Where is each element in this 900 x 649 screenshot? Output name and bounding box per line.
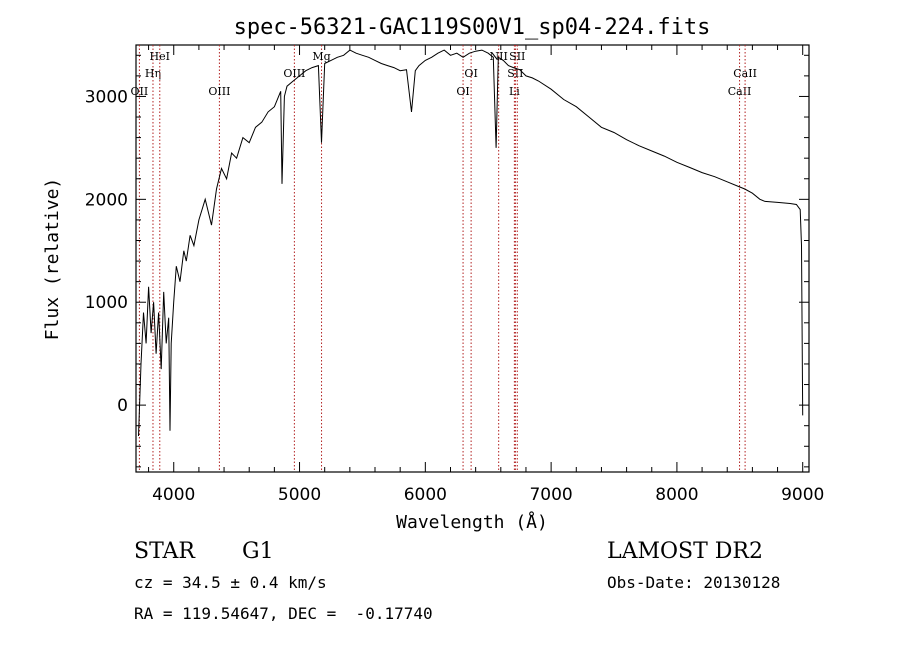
line-marker-label: OIII <box>208 85 230 98</box>
line-marker-label: NII <box>490 50 508 63</box>
y-tick-label: 3000 <box>85 87 128 107</box>
subclass-label: G1 <box>242 539 274 564</box>
obs-date-text: Obs-Date: 20130128 <box>607 573 781 592</box>
y-tick-label: 2000 <box>85 190 128 210</box>
line-marker-label: Hη <box>145 67 161 80</box>
line-marker-label: OI <box>456 85 469 98</box>
chart-title: spec-56321-GAC119S00V1_sp04-224.fits <box>234 15 711 40</box>
x-tick-label: 4000 <box>152 485 195 505</box>
class-label: STAR <box>134 539 195 564</box>
line-marker-label: CaII <box>733 67 757 80</box>
line-marker-label: OII <box>131 85 149 98</box>
y-axis-label: Flux (relative) <box>42 178 63 341</box>
line-marker-label: Li <box>509 85 520 98</box>
line-marker-label: OI <box>464 67 477 80</box>
line-marker-label: SII <box>509 50 525 63</box>
cz-text: cz = 34.5 ± 0.4 km/s <box>134 573 327 592</box>
radec-text: RA = 119.54647, DEC = -0.17740 <box>134 604 433 623</box>
y-tick-label: 0 <box>117 396 128 416</box>
x-axis-label: Wavelength (Å) <box>396 511 548 533</box>
line-marker-label: HeI <box>150 50 170 63</box>
x-tick-label: 5000 <box>278 485 321 505</box>
y-tick-label: 1000 <box>85 293 128 313</box>
x-tick-label: 7000 <box>529 485 572 505</box>
line-marker-label: SII <box>507 67 523 80</box>
survey-label: LAMOST DR2 <box>607 539 763 564</box>
line-marker-label: Mg <box>312 50 330 63</box>
spectrum-series-line <box>138 49 804 437</box>
line-marker-label: CaII <box>728 85 752 98</box>
x-tick-label: 6000 <box>404 485 447 505</box>
axis-ticks: 4000 5000 6000 7000 8000 9000 0 1000 2000 3000 <box>85 45 824 505</box>
line-markers: OII Hη HeI OIII OIII Mg OI OI NII Li SII SII CaII CaI… <box>131 45 757 472</box>
x-tick-label: 8000 <box>655 485 698 505</box>
x-tick-label: 9000 <box>781 485 824 505</box>
plot-frame <box>135 44 810 473</box>
line-marker-label: OIII <box>283 67 305 80</box>
